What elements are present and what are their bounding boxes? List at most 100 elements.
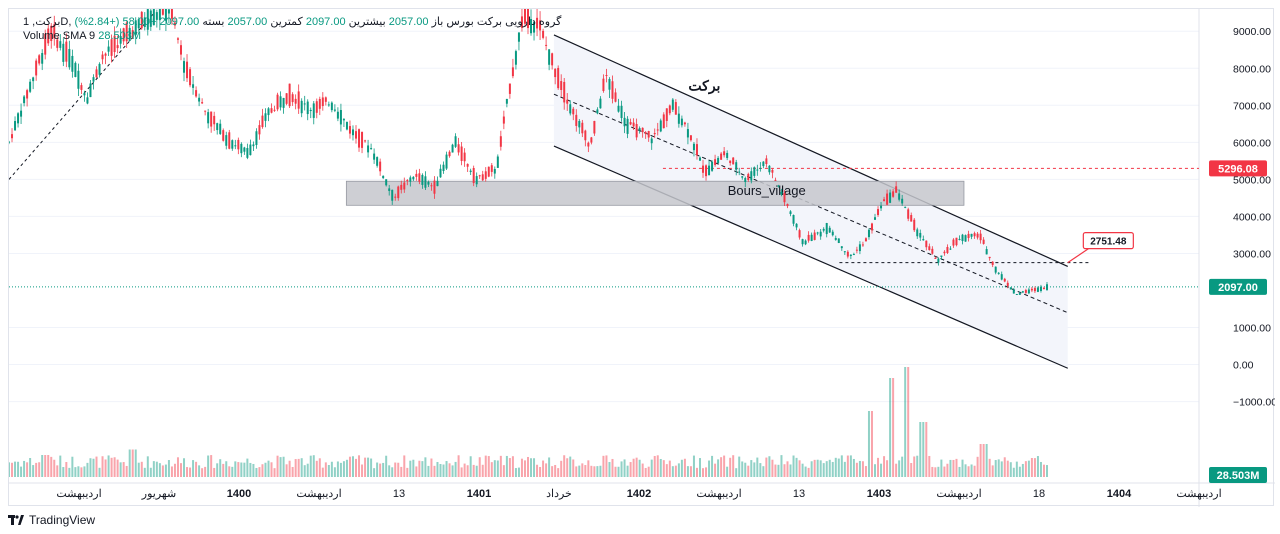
candle-body [934,257,937,259]
candle-body [714,159,717,165]
volume-bar [1000,461,1003,477]
candle-body [285,93,288,104]
volume-bar [548,457,551,477]
candle-body [207,112,210,124]
volume-bar [98,467,101,477]
candle-body [192,84,195,88]
symbol-line: برکت, 1D, گروه دارویی برکت بورس [23,16,562,28]
volume-bar [753,462,756,477]
candle-body [436,180,439,187]
candle-body [219,123,222,134]
volume-bar [143,467,146,477]
candle-body [744,178,747,183]
candle-body [164,9,167,21]
candle-body [143,17,146,27]
candle-body [674,102,677,115]
volume-bar [910,463,913,477]
volume-bar [523,460,526,477]
candle-body [225,135,228,146]
volume-bar [451,465,454,477]
volume-bar [762,466,765,477]
x-tick-label: 13 [393,488,405,500]
volume-bar [665,464,668,477]
candle-body [593,120,596,134]
candle-body [1015,294,1018,296]
volume-bar [922,422,925,477]
volume-bar [179,463,182,477]
candle-body [545,44,548,46]
volume-bar [511,456,514,477]
candle-body [708,165,711,176]
candle-body [122,28,125,42]
candle-body [831,231,834,236]
volume-bar [683,458,686,477]
candle-body [692,143,695,151]
volume-bar [294,459,297,477]
candle-body [623,117,626,127]
candle-body [810,234,813,241]
candle-body [548,49,551,65]
volume-bar [1006,460,1009,477]
candle-body [394,196,397,198]
volume-value: 28.503M [98,30,142,42]
candle-body [864,238,867,242]
low-label: کمترین [270,16,303,28]
candle-body [1036,287,1039,292]
volume-bar [210,455,213,477]
price-chart[interactable]: Bours_village برکت 9000.00 8000.00 7000.00 60… [9,9,1275,507]
volume-bar [370,458,373,477]
candle-body [68,48,71,68]
candle-body [213,115,216,125]
volume-bar [714,463,717,477]
candle-body [107,46,110,52]
y-tick-label: −1000.00 [1233,397,1275,409]
volume-bar [599,465,602,477]
candle-body [919,232,922,238]
candle-body [493,168,496,174]
candle-body [134,20,137,36]
volume-bar [170,466,173,477]
volume-bar [297,458,300,477]
candle-body [705,165,708,177]
candle-body [478,175,481,177]
candle-body [729,160,732,164]
volume-bar [849,455,852,477]
volume-bar [291,466,294,477]
candle-body [741,176,744,178]
candle-body [430,185,433,187]
candle-body [412,176,415,180]
support-zone [345,180,965,206]
candle-body [925,240,928,248]
candle-body [373,153,376,160]
volume-bar [249,462,252,477]
tradingview-footer[interactable]: TradingView [8,511,95,529]
candle-body [348,126,351,134]
candle-body [288,83,291,107]
candle-body [391,189,394,201]
candle-body [231,140,234,149]
volume-bar [846,455,849,477]
volume-bar [729,457,732,477]
candle-body [137,19,140,29]
candle-body [647,131,650,138]
volume-bar [445,461,448,477]
candle-body [113,35,116,53]
volume-bar [979,444,982,477]
candle-body [904,206,907,208]
candle-body [711,161,714,171]
candle-body [813,232,816,240]
volume-bar [726,466,729,477]
volume-bar [439,464,442,477]
candle-body [400,184,403,190]
candle-body [937,258,940,263]
volume-bar [189,467,192,477]
volume-bar [288,460,291,477]
volume-bar [9,462,10,477]
candle-body [596,109,599,114]
volume-bar [689,466,692,477]
candle-body [798,230,801,238]
candle-body [786,204,789,207]
candle-body [355,131,358,139]
candle-body [445,154,448,169]
chart-frame[interactable]: Bours_village برکت 9000.00 8000.00 7000.00 60… [8,8,1275,507]
